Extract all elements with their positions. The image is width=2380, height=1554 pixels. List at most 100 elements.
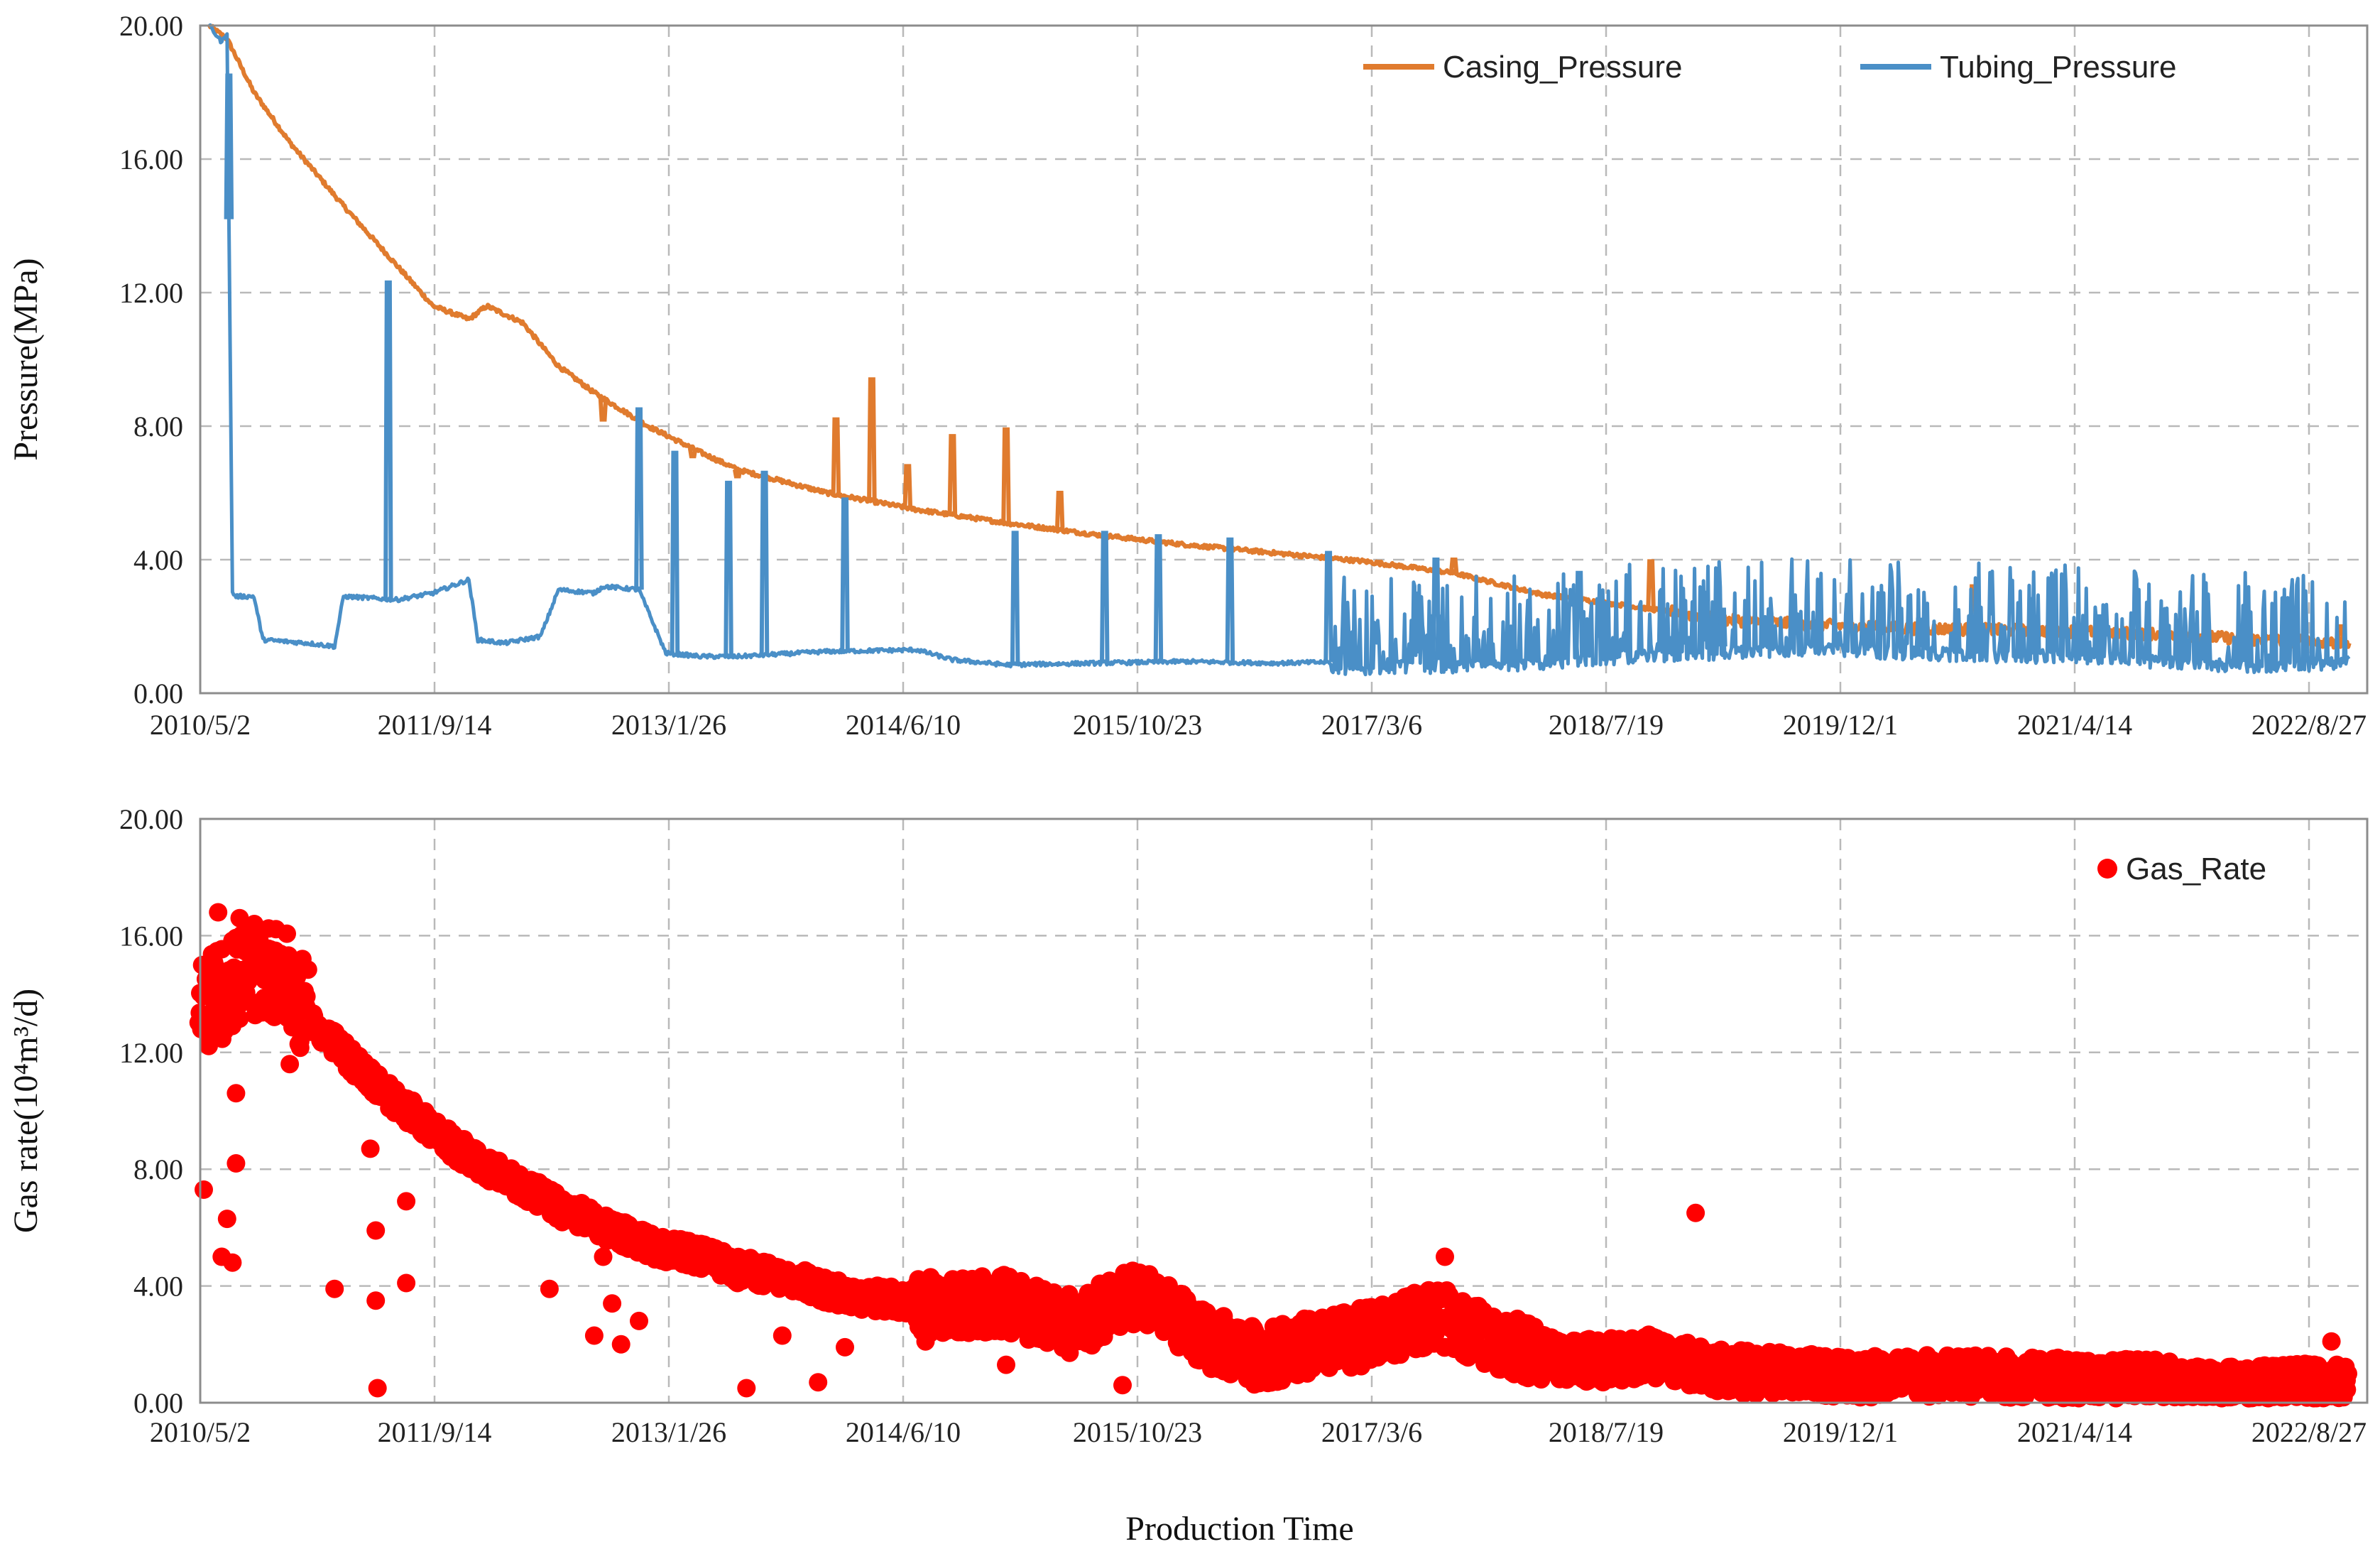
gas-rate-outlier-point: [397, 1192, 416, 1211]
gas-rate-outlier-point: [916, 1332, 935, 1351]
y-tick-label: 20.00: [119, 803, 183, 835]
y-tick-label: 4.00: [133, 544, 183, 576]
series-spike: [1431, 558, 1441, 661]
series-line-casing-pressure: [207, 23, 2352, 650]
series-spike: [1448, 558, 1459, 574]
pressure-chart: 0.00 4.00 8.00 12.00 16.00 20.00 2010/5/2 2011…: [7, 10, 2369, 741]
series-line-tubing-pressure: [208, 23, 2351, 677]
pressure-y-ticks: 0.00 4.00 8.00 12.00 16.00 20.00: [119, 10, 183, 710]
gas-rate-outlier-point: [603, 1294, 622, 1313]
gas-rate-plot-frame: [199, 817, 2369, 1404]
gas-rate-outlier-point: [1686, 1203, 1705, 1222]
x-tick-label: 2017/3/6: [1321, 709, 1422, 741]
y-tick-label: 0.00: [133, 678, 183, 710]
series-spike: [1574, 570, 1584, 654]
gas-rate-series: [189, 903, 2357, 1408]
pressure-y-axis-label: Pressure(MPa): [7, 258, 45, 460]
y-tick-label: 0.00: [133, 1387, 183, 1419]
legend-marker-gas-rate: [2097, 859, 2117, 879]
x-tick-label: 2019/12/1: [1783, 709, 1898, 741]
gas-rate-point: [2339, 1364, 2357, 1384]
series-spike: [1054, 491, 1065, 531]
gas-rate-outlier-point: [226, 1084, 246, 1103]
gas-rate-outlier-point: [1436, 1247, 1454, 1266]
gas-rate-outlier-point: [325, 1279, 344, 1298]
series-spike: [1099, 531, 1110, 663]
series-spike: [1010, 531, 1020, 665]
series-spike: [1153, 534, 1164, 663]
gas-rate-outlier-point: [195, 1180, 213, 1199]
y-tick-label: 4.00: [133, 1271, 183, 1303]
pressure-plot-frame: [199, 24, 2369, 695]
gas-rate-point: [279, 946, 298, 965]
pressure-series: [207, 23, 2352, 677]
series-spike: [947, 434, 958, 516]
y-tick-label: 16.00: [119, 920, 183, 952]
gas-rate-outlier-point: [223, 1253, 242, 1272]
y-tick-label: 16.00: [119, 143, 183, 175]
gas-rate-outlier-point: [397, 1273, 416, 1293]
gas-rate-y-ticks: 0.00 4.00 8.00 12.00 16.00 20.00: [119, 803, 183, 1419]
series-spike: [634, 407, 644, 590]
pressure-x-ticks: 2010/5/2 2011/9/14 2013/1/26 2014/6/10 2015/…: [150, 709, 2367, 741]
gas-rate-outlier-point: [366, 1221, 386, 1240]
x-tick-label: 2014/6/10: [846, 1416, 961, 1448]
series-spike: [1323, 550, 1333, 663]
gas-rate-outlier-point: [226, 1154, 246, 1173]
x-tick-label: 2013/1/26: [611, 1416, 726, 1448]
x-tick-label: 2011/9/14: [378, 1416, 492, 1448]
gas-rate-point: [298, 960, 317, 979]
x-tick-label: 2022/8/27: [2251, 709, 2367, 741]
series-spike: [1646, 559, 1656, 609]
gas-rate-outlier-point: [737, 1379, 756, 1398]
x-tick-label: 2021/4/14: [2017, 709, 2132, 741]
gas-rate-outlier-point: [1113, 1376, 1132, 1395]
gas-rate-point: [236, 975, 255, 994]
x-tick-label: 2014/6/10: [846, 709, 961, 741]
series-spike: [1001, 427, 1011, 523]
gas-rate-outlier-point: [970, 1320, 989, 1340]
gas-rate-outlier-point: [728, 1273, 747, 1293]
gas-rate-outlier-point: [584, 1326, 604, 1345]
y-tick-label: 20.00: [119, 10, 183, 42]
gas-rate-outlier-point: [630, 1311, 648, 1330]
pressure-legend: Casing_Pressure Tubing_Pressure: [1363, 50, 2176, 85]
x-tick-label: 2010/5/2: [150, 1416, 251, 1448]
series-spike: [867, 377, 877, 501]
x-tick-label: 2015/10/23: [1073, 709, 1202, 741]
x-tick-label: 2015/10/23: [1073, 1416, 1202, 1448]
series-spike: [2093, 614, 2104, 651]
gas-rate-outlier-point: [280, 1055, 300, 1074]
gas-rate-point: [230, 1009, 249, 1028]
series-spike: [383, 280, 393, 599]
gas-rate-outlier-point: [366, 1291, 386, 1310]
legend-label: Casing_Pressure: [1443, 50, 1683, 85]
gas-rate-outlier-point: [594, 1247, 613, 1266]
gas-rate-outlier-point: [997, 1355, 1015, 1374]
x-tick-label: 2017/3/6: [1321, 1416, 1422, 1448]
x-tick-label: 2022/8/27: [2251, 1416, 2367, 1448]
x-tick-label: 2018/7/19: [1549, 709, 1664, 741]
series-spike: [598, 398, 608, 422]
gas-rate-x-ticks: 2010/5/2 2011/9/14 2013/1/26 2014/6/10 2015/…: [150, 1416, 2367, 1448]
series-spike: [224, 73, 234, 219]
series-spike: [831, 417, 841, 495]
series-spike: [732, 469, 743, 479]
y-tick-label: 8.00: [133, 1153, 183, 1185]
gas-rate-outlier-point: [836, 1337, 854, 1357]
gas-rate-point: [2337, 1380, 2357, 1399]
x-tick-label: 2011/9/14: [378, 709, 492, 741]
y-tick-label: 12.00: [119, 1037, 183, 1069]
series-spike: [1718, 607, 1727, 647]
series-spike: [840, 497, 850, 651]
gas-rate-outlier-point: [361, 1139, 380, 1158]
gas-rate-outlier-point: [773, 1326, 792, 1345]
gas-rate-outlier-point: [2322, 1332, 2341, 1351]
gas-rate-point: [245, 915, 264, 933]
legend-label: Gas_Rate: [2126, 852, 2266, 886]
gas-rate-outlier-point: [809, 1373, 828, 1392]
gas-rate-outlier-point: [611, 1335, 631, 1354]
gas-rate-legend: Gas_Rate: [2097, 852, 2266, 886]
gas-rate-outlier-point: [209, 903, 228, 922]
series-spike: [902, 464, 913, 509]
